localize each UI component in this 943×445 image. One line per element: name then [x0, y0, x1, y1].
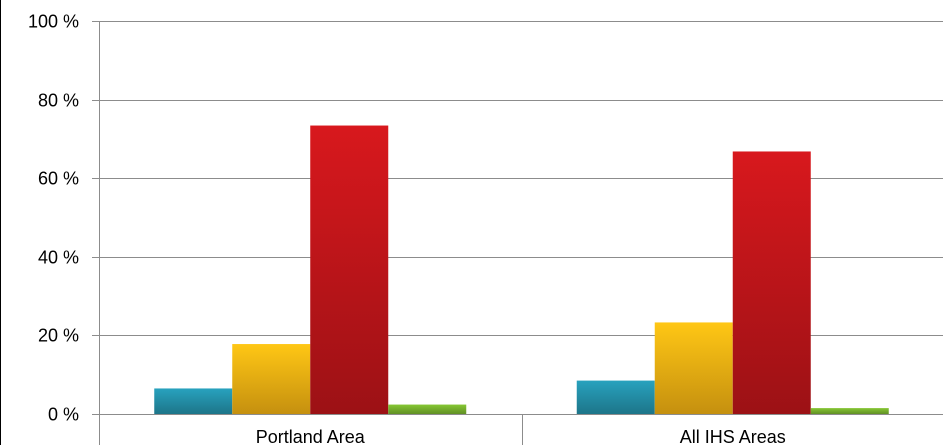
bar: [388, 404, 467, 414]
axes: [92, 21, 523, 445]
x-category-label: All IHS Areas: [680, 427, 786, 445]
bar: [232, 344, 311, 414]
bar: [310, 125, 389, 415]
y-axis-tick-labels: 0 % 20 % 40 % 60 % 80 % 100 %: [28, 12, 79, 425]
y-tick-label: 0 %: [48, 405, 79, 425]
y-tick-label: 20 %: [38, 326, 79, 346]
bar: [810, 408, 889, 414]
gridlines: [99, 21, 943, 415]
bar: [154, 388, 233, 414]
x-category-label: Portland Area: [256, 427, 366, 445]
bar: [732, 151, 811, 414]
bar: [576, 380, 655, 414]
y-tick-label: 80 %: [38, 91, 79, 111]
bar: [654, 322, 733, 414]
y-tick-label: 100 %: [28, 12, 79, 32]
y-tick-label: 60 %: [38, 169, 79, 189]
y-tick-label: 40 %: [38, 248, 79, 268]
bars: [154, 125, 889, 415]
category-labels: Portland Area All IHS Areas: [256, 427, 786, 445]
